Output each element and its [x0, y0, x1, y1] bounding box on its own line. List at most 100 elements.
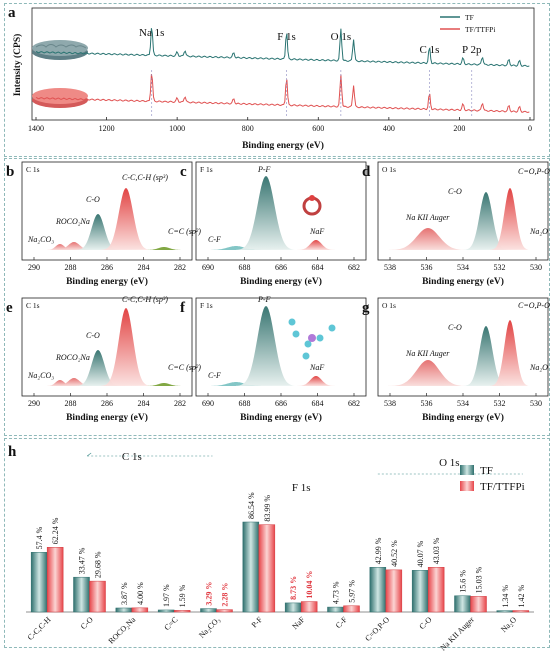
- panel-a-ylabel: Intensity (CPS): [12, 34, 23, 97]
- molecule-atom: [302, 352, 310, 360]
- peak-label: NaF: [309, 227, 324, 236]
- group-label: C 1s: [122, 451, 142, 463]
- legend-ttfpi-label: TF/TTFPi: [465, 25, 495, 34]
- peak-fill: [463, 192, 508, 250]
- peak-label: P-F: [257, 295, 271, 304]
- spectrum-tf: [35, 28, 530, 67]
- bar-tf: [73, 576, 90, 613]
- category-label: C=O,P-O: [363, 615, 391, 643]
- bar-value-label: 1.59 %: [178, 584, 187, 607]
- bar-value-label: 4.73 %: [332, 581, 341, 604]
- xps-tick-label: 288: [65, 263, 77, 272]
- xps-tick-label: 688: [239, 399, 251, 408]
- xps-tick-label: 536: [421, 263, 433, 272]
- molecule-atom: [308, 334, 316, 342]
- peak-label: P-F: [257, 165, 271, 174]
- bar-ttfpi: [300, 601, 318, 613]
- bar-value-label: 5.97 %: [348, 580, 357, 603]
- xps-tick-label: 530: [530, 399, 542, 408]
- molecule-icon: [302, 195, 322, 216]
- legend-tf-label: TF: [465, 13, 474, 22]
- bar-value-label: 15.6 %: [459, 570, 468, 593]
- xps-tick-label: 538: [384, 263, 396, 272]
- survey-peak-label: Na 1s: [139, 27, 164, 39]
- peak-label: Na₂CO₃: [27, 235, 54, 244]
- bar-value-label: 40.52 %: [390, 540, 399, 567]
- xps-tick-label: 284: [138, 399, 150, 408]
- xps-tick-label: 686: [275, 399, 287, 408]
- bar-value-label: 62.24 %: [51, 517, 60, 544]
- molecule-atom: [292, 330, 300, 338]
- xps-element-label: F 1s: [200, 165, 213, 174]
- sample-tf-image: [32, 40, 88, 60]
- peak-label: C-C,C-H (sp³): [122, 295, 168, 304]
- category-label: ROCO₂Na: [107, 615, 138, 646]
- xps-tick-label: 684: [312, 399, 324, 408]
- xps-element-label: C 1s: [26, 301, 40, 310]
- bar-ttfpi: [131, 607, 149, 613]
- category-label: C-O: [79, 615, 95, 631]
- bar-ttfpi: [46, 547, 64, 613]
- bar-value-label: 1.42 %: [517, 585, 526, 608]
- bar-value-label: 33.47 %: [78, 547, 87, 574]
- xps-element-label: F 1s: [200, 301, 213, 310]
- xtick-a-label: 1400: [28, 124, 44, 133]
- xps-tick-label: 288: [65, 399, 77, 408]
- peak-fill: [296, 376, 336, 386]
- xps-tick-label: 684: [312, 263, 324, 272]
- xps-tick-label: 284: [138, 263, 150, 272]
- xps-panel-c: c F 1s Binding energy (eV) 690 688 686 684 682 C…: [180, 161, 367, 287]
- peak-fill: [206, 382, 265, 386]
- xps-tick-label: 686: [275, 263, 287, 272]
- peak-label: C-C,C-H (sp³): [122, 173, 168, 182]
- peak-fill: [463, 326, 508, 386]
- bar-value-label: 42.99 %: [374, 537, 383, 564]
- group-label: O 1s: [439, 457, 459, 469]
- bar-tf: [242, 521, 260, 613]
- xps-tick-label: 532: [494, 399, 506, 408]
- panel-letter: g: [362, 300, 370, 316]
- bar-tf: [496, 610, 514, 613]
- xps-xlabel: Binding energy (eV): [422, 412, 504, 423]
- bar-value-label: 3.29 %: [205, 582, 214, 606]
- peak-label: C-O: [448, 323, 462, 332]
- xps-xlabel: Binding energy (eV): [66, 412, 148, 423]
- panel-a-frame: [4, 3, 550, 157]
- panel-a-axes: [31, 7, 535, 121]
- xps-tick-label: 534: [457, 399, 469, 408]
- xps-tick-label: 538: [384, 399, 396, 408]
- molecule-atom: [328, 324, 336, 332]
- peak-fill: [490, 320, 530, 386]
- bar-value-label: 2.28 %: [221, 583, 230, 607]
- xps-xlabel: Binding energy (eV): [240, 412, 322, 423]
- xps-xlabel: Binding energy (eV): [240, 276, 322, 287]
- molecule-icon: [288, 318, 336, 360]
- survey-peak-label: O 1s: [331, 31, 351, 43]
- survey-peak-label: F 1s: [277, 31, 296, 43]
- peak-fill: [236, 306, 295, 386]
- category-label: C=C: [162, 615, 179, 632]
- panel-letter: f: [180, 300, 186, 316]
- peak-label: ROCO₂Na: [55, 353, 90, 362]
- panel-letter: d: [362, 164, 371, 180]
- bar-value-label: 29.68 %: [94, 551, 103, 578]
- survey-peak-label: P 2p: [462, 44, 482, 56]
- peak-fill: [236, 176, 295, 250]
- bar-ttfpi: [427, 566, 445, 613]
- panel-letter: c: [180, 164, 187, 180]
- xps-element-label: C 1s: [26, 165, 40, 174]
- bar-ttfpi: [470, 596, 487, 613]
- xtick-a-label: 0: [528, 124, 532, 133]
- xps-panel-e: e C 1s Binding energy (eV) 290 288 286 284 282 N…: [6, 295, 201, 423]
- bar-tf: [369, 567, 387, 613]
- peak-fill: [101, 308, 150, 386]
- xps-element-label: O 1s: [382, 301, 396, 310]
- bar-value-label: 15.03 %: [475, 566, 484, 593]
- xtick-a-label: 1000: [169, 124, 185, 133]
- bar-tf: [454, 595, 471, 613]
- panel-letter: b: [6, 164, 14, 180]
- peak-label: C=C (sp²): [168, 363, 201, 372]
- bar-tf: [411, 570, 429, 613]
- xps-tick-label: 536: [421, 399, 433, 408]
